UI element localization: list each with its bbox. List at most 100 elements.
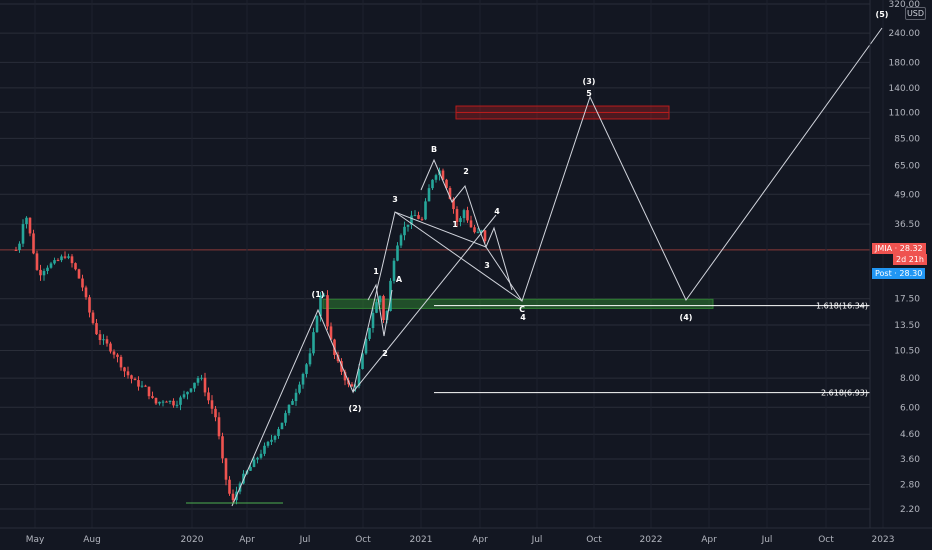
candle-body — [39, 269, 42, 276]
candle-body — [77, 269, 81, 279]
wave-label: (1) — [312, 290, 325, 299]
price-tick-label: 2.20 — [900, 505, 920, 515]
candle-body — [284, 413, 287, 423]
candle — [294, 388, 298, 406]
candle — [147, 386, 151, 400]
countdown-value: 2d 21h — [896, 255, 924, 264]
candle — [252, 456, 256, 468]
wave-label: (4) — [680, 313, 693, 322]
candle-body — [329, 326, 333, 340]
fibonacci-levels: 1.618(16.34) 2.618(6.93) — [434, 302, 870, 398]
candle — [91, 310, 95, 325]
candle — [200, 374, 203, 381]
candle — [42, 268, 46, 281]
candle-body — [270, 439, 273, 442]
candle — [21, 219, 25, 248]
candle-body — [417, 215, 420, 219]
candle-body — [70, 256, 74, 264]
grid-lines — [0, 0, 884, 528]
candle-body — [224, 458, 228, 480]
currency-label[interactable]: USD — [905, 7, 926, 20]
candle — [182, 390, 186, 399]
candle-body — [217, 417, 221, 437]
candle — [46, 265, 49, 275]
candle — [137, 376, 140, 391]
candle-body — [214, 408, 217, 418]
candle-body — [298, 384, 301, 393]
candle — [326, 290, 329, 330]
candle-body — [189, 388, 193, 392]
candle-body — [144, 385, 147, 387]
candle-body — [56, 260, 60, 262]
candle-body — [81, 278, 84, 288]
candle — [39, 264, 42, 281]
candle — [25, 216, 28, 229]
candle — [476, 228, 480, 234]
price-tick-label: 110.00 — [889, 108, 921, 118]
candle-body — [424, 201, 427, 220]
candle-body — [280, 422, 284, 430]
candle — [277, 426, 280, 439]
candle — [256, 456, 259, 464]
candle — [406, 224, 410, 232]
candle-body — [483, 230, 487, 242]
candle — [354, 383, 357, 392]
candle-body — [200, 377, 203, 379]
candle — [105, 335, 109, 347]
candle — [375, 299, 378, 314]
price-tick-label: 65.00 — [894, 162, 920, 172]
price-tick-label: 49.00 — [894, 190, 920, 200]
candle — [144, 384, 147, 387]
candle-body — [168, 400, 172, 402]
candle — [210, 395, 214, 414]
candle-body — [431, 179, 434, 189]
candle-body — [63, 256, 67, 258]
candle — [459, 216, 462, 227]
candle — [473, 224, 476, 234]
candle-body — [462, 210, 466, 219]
candle-body — [137, 380, 140, 387]
wave-label: 3 — [392, 195, 398, 204]
candle — [165, 400, 168, 403]
candle-body — [343, 371, 347, 381]
candle — [291, 398, 294, 405]
wave-label: 1 — [373, 267, 379, 276]
fib-label: 1.618(16.34) — [816, 302, 868, 311]
candle — [161, 399, 165, 407]
candle-body — [14, 249, 18, 251]
candle-body — [326, 295, 329, 327]
candle-body — [420, 218, 424, 220]
candle-body — [109, 343, 112, 352]
candle-body — [35, 253, 39, 270]
candle — [175, 400, 179, 408]
candle-body — [140, 385, 144, 387]
candle-body — [154, 397, 158, 404]
time-tick-label: May — [26, 535, 45, 545]
candle — [427, 184, 431, 202]
candle-body — [91, 312, 95, 324]
wave-label: (3) — [583, 77, 596, 86]
candle — [312, 327, 315, 356]
candle-body — [266, 441, 270, 446]
candle-body — [133, 378, 137, 381]
candle-body — [147, 386, 151, 397]
candle — [378, 295, 382, 305]
candle — [399, 233, 403, 248]
time-axis[interactable]: May Aug 2020 Apr Jul Oct 2021 Apr Jul Oct 2022 Apr J… — [0, 527, 932, 545]
candle — [396, 242, 399, 262]
wave-label: 2 — [382, 349, 388, 358]
support-zone — [322, 298, 714, 309]
price-tick-label: 6.00 — [900, 403, 920, 413]
candle-body — [406, 224, 410, 227]
candle — [28, 217, 32, 237]
post-price-tag: Post · 28.30 — [872, 268, 926, 279]
candle-body — [305, 364, 308, 374]
candle-body — [256, 457, 259, 460]
price-axis[interactable]: 320.00 240.00 180.00 140.00 110.00 85.00 65.00… — [869, 0, 921, 528]
candle-body — [165, 401, 168, 403]
candle-body — [319, 295, 322, 317]
candle-body — [441, 170, 445, 180]
candle — [270, 434, 273, 446]
candle-body — [126, 371, 130, 376]
